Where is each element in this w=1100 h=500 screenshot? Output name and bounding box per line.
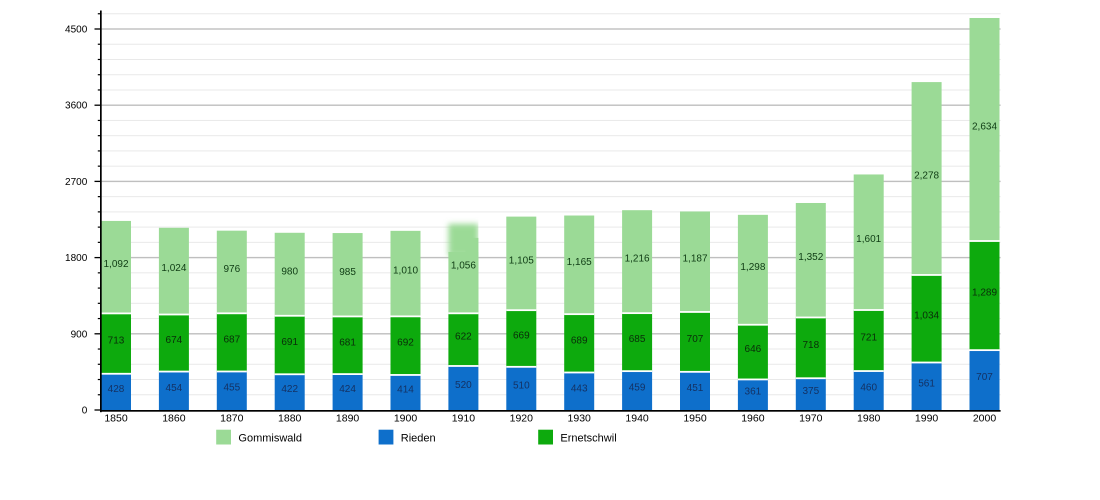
svg-text:2,634: 2,634 [972,122,997,133]
svg-text:1,298: 1,298 [740,262,765,273]
svg-text:1850: 1850 [104,412,128,424]
svg-text:985: 985 [339,267,356,278]
svg-text:1970: 1970 [799,412,823,424]
svg-text:689: 689 [571,335,588,346]
svg-text:1910: 1910 [452,412,476,424]
svg-text:1,010: 1,010 [393,266,418,277]
svg-text:1960: 1960 [741,412,765,424]
svg-text:707: 707 [687,334,704,345]
svg-text:1920: 1920 [510,412,534,424]
svg-text:459: 459 [629,383,646,394]
svg-text:1880: 1880 [278,412,302,424]
svg-text:2,278: 2,278 [914,171,939,182]
svg-text:1860: 1860 [162,412,186,424]
svg-text:1,289: 1,289 [972,288,997,299]
svg-text:713: 713 [108,336,125,347]
svg-text:900: 900 [71,329,88,340]
svg-text:454: 454 [166,383,183,394]
svg-text:1950: 1950 [683,412,707,424]
svg-text:2700: 2700 [65,177,88,188]
svg-text:1,105: 1,105 [509,255,534,266]
svg-text:687: 687 [223,334,240,345]
svg-text:1930: 1930 [568,412,592,424]
svg-text:976: 976 [223,264,240,275]
svg-text:669: 669 [513,331,530,342]
svg-text:646: 646 [745,344,762,355]
svg-text:424: 424 [339,384,356,395]
svg-text:1,352: 1,352 [798,252,823,263]
svg-text:1,034: 1,034 [914,311,939,322]
svg-text:460: 460 [860,383,877,394]
svg-text:622: 622 [455,332,472,343]
svg-text:414: 414 [397,384,414,395]
svg-text:707: 707 [976,372,993,383]
svg-text:1,092: 1,092 [103,259,128,270]
svg-text:1940: 1940 [625,412,649,424]
svg-text:1,216: 1,216 [625,254,650,265]
svg-text:674: 674 [166,335,183,346]
svg-text:1,601: 1,601 [856,234,881,245]
svg-text:510: 510 [513,380,530,391]
svg-text:443: 443 [571,383,588,394]
svg-text:422: 422 [281,384,298,395]
svg-text:0: 0 [82,406,88,417]
svg-text:1,165: 1,165 [567,257,592,268]
svg-text:Gommiswald: Gommiswald [238,433,302,445]
svg-text:Rieden: Rieden [401,433,436,445]
svg-text:Ernetschwil: Ernetschwil [560,433,616,445]
svg-text:1870: 1870 [220,412,244,424]
svg-text:561: 561 [918,378,935,389]
svg-text:375: 375 [802,386,819,397]
svg-text:1,187: 1,187 [682,254,707,265]
svg-text:685: 685 [629,334,646,345]
svg-text:520: 520 [455,380,472,391]
svg-text:721: 721 [860,333,877,344]
svg-text:428: 428 [108,384,125,395]
svg-text:2000: 2000 [973,412,997,424]
svg-text:1990: 1990 [915,412,939,424]
svg-text:361: 361 [745,387,762,398]
svg-text:692: 692 [397,338,414,349]
svg-text:1980: 1980 [857,412,881,424]
svg-text:718: 718 [802,340,819,351]
svg-text:455: 455 [223,383,240,394]
svg-text:4500: 4500 [65,25,88,36]
svg-text:681: 681 [339,337,356,348]
svg-text:1900: 1900 [394,412,418,424]
svg-text:691: 691 [281,337,298,348]
svg-text:1800: 1800 [65,253,88,264]
svg-text:451: 451 [687,383,704,394]
svg-text:1890: 1890 [336,412,360,424]
svg-text:1,024: 1,024 [161,263,186,274]
svg-text:1,056: 1,056 [451,261,476,272]
svg-text:980: 980 [281,266,298,277]
svg-text:3600: 3600 [65,101,88,112]
